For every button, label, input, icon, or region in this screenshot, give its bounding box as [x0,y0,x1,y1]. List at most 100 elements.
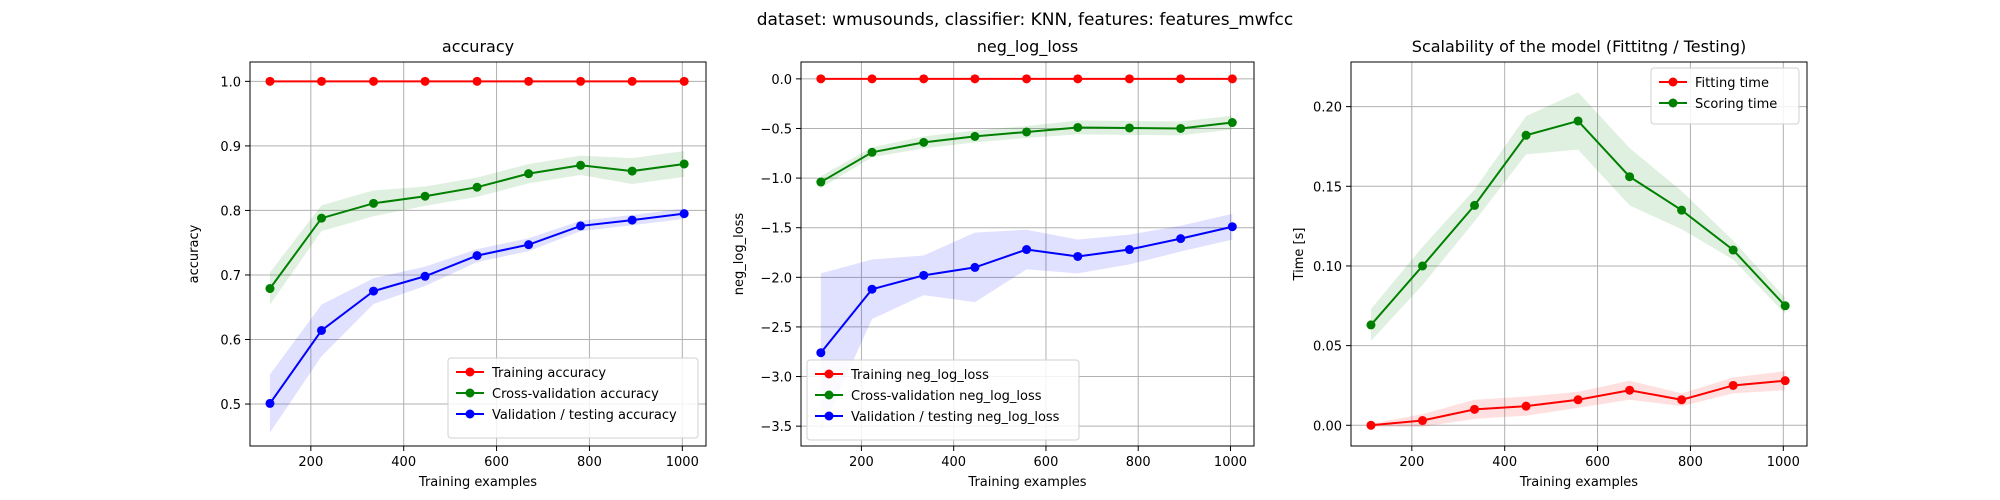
legend-marker [824,411,834,421]
data-point [970,131,980,141]
data-point [1521,401,1531,411]
y-tick-label: −3.5 [760,420,792,435]
legend: Fitting time Scoring time [1650,67,1800,125]
legend-marker [824,390,834,400]
y-tick-label: 0.0 [771,73,792,88]
data-point [1022,127,1032,137]
legend-marker [465,367,475,377]
legend-marker [465,388,475,398]
data-point [524,169,534,179]
data-point [317,213,327,223]
x-tick-label: 1000 [1767,455,1800,470]
x-tick-label: 800 [1126,455,1151,470]
data-point [265,284,275,294]
confidence-band [269,151,685,305]
data-point [679,76,689,86]
data-point [867,147,877,157]
data-point [1677,395,1687,405]
data-point [1625,385,1635,395]
data-point [1573,116,1583,126]
x-tick-label: 600 [1585,455,1610,470]
legend-marker [465,409,475,419]
data-point [816,74,826,84]
data-point [576,76,586,86]
legend-box [447,357,699,439]
y-tick-label: 1.0 [220,75,241,90]
data-point [420,271,430,281]
data-point [919,137,929,147]
x-tick-label: 600 [484,455,509,470]
series-line [1370,119,1786,326]
legend-marker [1668,77,1678,87]
legend-marker [824,369,834,379]
data-point [679,159,689,169]
x-tick-label: 1000 [1214,455,1247,470]
legend-marker [1668,98,1678,108]
x-tick-label: 400 [391,455,416,470]
confidence-band [820,213,1233,433]
data-point [919,74,929,84]
y-axis-label: neg_log_loss [732,213,747,296]
data-point [1780,301,1790,311]
data-point [816,348,826,358]
subplot-title: accuracy [442,37,514,56]
data-point [867,284,877,294]
y-tick-label: −2.5 [760,321,792,336]
data-point [420,191,430,201]
y-tick-label: −1.5 [760,222,792,237]
x-axis-label: Training examples [1519,475,1638,490]
data-point [1366,420,1376,430]
data-point [420,76,430,86]
data-point [317,325,327,335]
data-point [1073,74,1083,84]
data-point [627,76,637,86]
subplot-3: 200 400 600 800 1000 0.00 0.05 0.10 0.15 0.20 Scal… [1292,37,1808,490]
subplot-2: 200 400 600 800 1000 −3.5 −3.0 −2.5 −2.0 −1.5 −1.0… [732,37,1255,490]
x-tick-label: 200 [1399,455,1424,470]
legend-label: Scoring time [1695,97,1777,112]
data-point [472,76,482,86]
data-point [472,182,482,192]
data-point [1124,74,1134,84]
x-tick-label: 800 [577,455,602,470]
data-point [1124,245,1134,255]
legend: Training neg_log_loss Cross-validation ne… [806,359,1080,441]
data-point [524,240,534,250]
y-tick-label: 0.5 [220,398,241,413]
data-point [1521,130,1531,140]
legend-label: Fitting time [1695,76,1769,91]
data-point [1227,222,1237,232]
data-point [1470,404,1480,414]
x-tick-label: 200 [298,455,323,470]
data-point [627,166,637,176]
data-point [1625,172,1635,182]
data-point [1366,320,1376,330]
y-tick-label: −2.0 [760,271,792,286]
y-tick-label: 0.05 [1313,340,1342,355]
data-point [1176,234,1186,244]
legend-label: Validation / testing neg_log_loss [851,410,1060,425]
y-axis-label: accuracy [187,224,202,283]
data-point [1022,245,1032,255]
y-axis-label: Time [s] [1292,228,1307,282]
y-tick-label: 0.7 [220,269,241,284]
x-tick-label: 1000 [666,455,699,470]
data-point [369,198,379,208]
legend: Training accuracy Cross-validation accura… [447,357,699,439]
y-tick-label: −3.0 [760,371,792,386]
axes-frame [1350,61,1808,447]
legend-label: Training neg_log_loss [850,368,989,383]
data-point [1728,245,1738,255]
y-tick-label: 0.8 [220,204,241,219]
confidence-band [820,115,1233,189]
data-point [1227,118,1237,128]
data-point [369,76,379,86]
data-point [1176,123,1186,133]
data-point [1677,205,1687,215]
y-tick-label: 0.00 [1313,419,1342,434]
data-point [1073,122,1083,132]
y-tick-label: −0.5 [760,122,792,137]
axes-frame [800,61,1255,447]
data-point [1573,395,1583,405]
